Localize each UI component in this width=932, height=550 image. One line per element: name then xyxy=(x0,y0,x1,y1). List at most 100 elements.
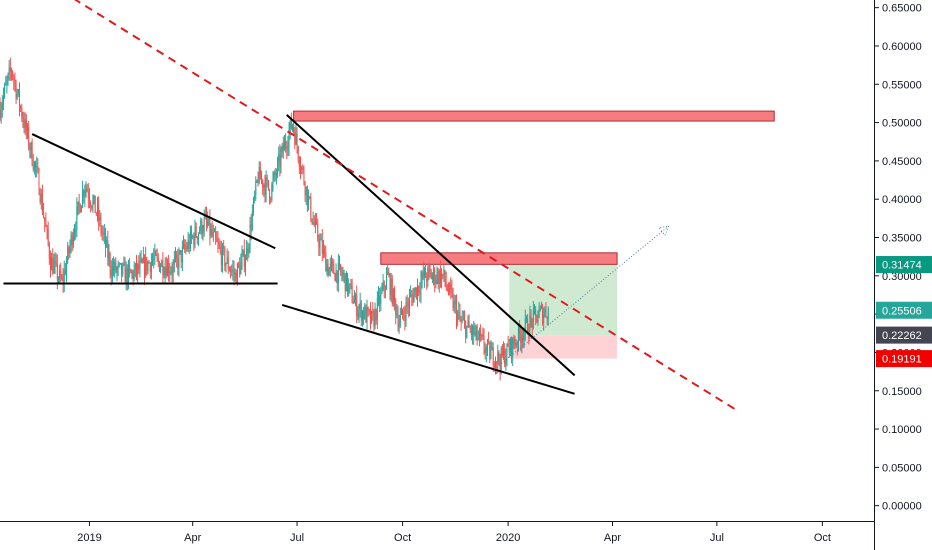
candle-body xyxy=(210,229,212,236)
candle-body xyxy=(140,259,142,262)
candle-body xyxy=(164,267,166,275)
candle-body xyxy=(257,180,259,183)
candle-body xyxy=(301,167,303,170)
candle-body xyxy=(458,312,460,314)
price-tag-label: 0.19191 xyxy=(882,354,922,366)
candle-body xyxy=(93,195,95,201)
candle-body xyxy=(339,263,341,265)
candle-body xyxy=(312,221,314,224)
trendline-1 xyxy=(31,133,276,250)
candle-body xyxy=(183,244,185,248)
candle-body xyxy=(98,205,100,221)
candle-body xyxy=(188,240,190,249)
candle-body xyxy=(295,133,297,145)
candle-body xyxy=(171,271,173,274)
candle-body xyxy=(390,279,392,296)
candle-body xyxy=(434,269,436,284)
candle-body xyxy=(422,272,424,278)
candle-body xyxy=(197,233,199,240)
candle-body xyxy=(289,120,291,132)
candle-body xyxy=(227,257,229,270)
candle-body xyxy=(195,226,197,237)
candle-body xyxy=(75,229,77,231)
candle-body xyxy=(298,159,300,167)
candle-body xyxy=(192,235,194,238)
candle-body xyxy=(329,263,331,269)
candle-body xyxy=(453,301,455,309)
candle-body xyxy=(32,164,34,170)
candle-body xyxy=(103,233,105,235)
price-tag-label: 0.25506 xyxy=(882,305,922,317)
candle-body xyxy=(283,141,285,151)
candle-body xyxy=(15,82,17,98)
candle-body xyxy=(119,262,121,264)
candle-body xyxy=(388,272,390,276)
candle-body xyxy=(83,190,85,197)
candle-body xyxy=(396,314,398,316)
candle-body xyxy=(288,131,290,147)
candle-body xyxy=(443,270,445,275)
candle-body xyxy=(511,338,513,357)
candle-body xyxy=(290,120,292,129)
candle-body xyxy=(490,349,492,360)
candle-body xyxy=(39,194,41,203)
candle-body xyxy=(270,198,272,200)
price-tag-label: 0.22262 xyxy=(882,330,922,342)
candle-body xyxy=(322,248,324,254)
candle-body xyxy=(350,283,352,286)
candle-body xyxy=(168,262,170,274)
candle-body xyxy=(21,107,23,118)
candle-body xyxy=(170,271,172,273)
candle-body xyxy=(361,311,363,321)
candle-body xyxy=(71,235,73,246)
candle-body xyxy=(547,308,549,320)
candle-body xyxy=(277,160,279,175)
candle-body xyxy=(355,295,357,300)
candle-body xyxy=(447,290,449,293)
candle-body xyxy=(319,240,321,248)
candle-body xyxy=(328,268,330,276)
candle-body xyxy=(13,77,15,81)
price-tag-label: 0.31474 xyxy=(882,260,922,272)
candle-body xyxy=(347,273,349,293)
candle-body xyxy=(110,269,112,277)
candle-body xyxy=(48,243,50,259)
candle-body xyxy=(467,321,469,326)
candle-body xyxy=(489,342,491,360)
candle-body xyxy=(108,254,110,259)
candle-body xyxy=(177,258,179,269)
candle-body xyxy=(5,83,7,86)
candle-body xyxy=(398,324,400,328)
candle-body xyxy=(296,133,298,147)
candle-body xyxy=(386,275,388,289)
candle-body xyxy=(46,226,48,229)
candle-body xyxy=(160,266,162,272)
candle-body xyxy=(310,196,312,219)
candle-body xyxy=(25,119,27,132)
candle-body xyxy=(399,314,401,325)
candle-body xyxy=(240,261,242,275)
candle-body xyxy=(360,302,362,321)
candle-body xyxy=(251,211,253,230)
candle-body xyxy=(56,262,58,280)
candle-body xyxy=(286,146,288,150)
candle-body xyxy=(246,248,248,260)
candle-body xyxy=(92,200,94,208)
candle-body xyxy=(320,239,322,241)
candle-body xyxy=(236,263,238,284)
candle-body xyxy=(337,263,339,284)
candle-body xyxy=(533,308,535,310)
x-tick-label: Oct xyxy=(394,532,411,544)
candle-body xyxy=(451,289,453,294)
candle-body xyxy=(282,144,284,151)
candle-body xyxy=(462,319,464,321)
candle-body xyxy=(539,307,541,310)
candle-body xyxy=(232,269,234,271)
candle-body xyxy=(76,207,78,230)
candle-body xyxy=(189,231,191,249)
candle-body xyxy=(435,280,437,284)
candle-body xyxy=(10,71,12,73)
candle-body xyxy=(129,265,131,270)
candle-body xyxy=(193,235,195,245)
